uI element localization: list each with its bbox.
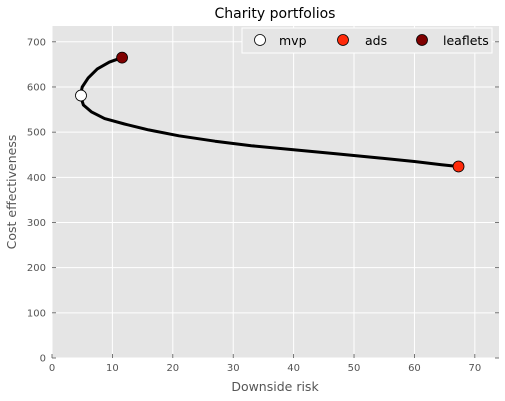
- y-axis-label: Cost effectiveness: [4, 135, 19, 250]
- y-tick-label: 500: [27, 128, 46, 139]
- y-tick-label: 700: [27, 37, 46, 48]
- legend-box: [241, 27, 493, 54]
- x-tick-label: 60: [408, 363, 421, 374]
- point-mvp: [75, 89, 87, 102]
- x-tick-label: 30: [227, 363, 240, 374]
- x-tick-label: 20: [166, 363, 179, 374]
- x-tick-label: 70: [468, 363, 481, 374]
- frontier-series: [78, 56, 460, 168]
- y-tick-label: 400: [27, 173, 46, 184]
- legend-label-ads: ads: [365, 33, 387, 48]
- x-tick-label: 0: [49, 363, 55, 374]
- x-tick-label: 40: [287, 363, 300, 374]
- point-leaflets: [116, 51, 128, 64]
- y-tick-label: 0: [40, 354, 46, 365]
- portfolio-points: [75, 51, 465, 173]
- chart-title: Charity portfolios: [215, 6, 336, 22]
- y-tick-label: 200: [27, 263, 46, 274]
- grid-lines: [51, 26, 499, 359]
- legend-marker-leaflets: [416, 34, 428, 46]
- y-tick-label: 100: [27, 308, 46, 319]
- x-tick-label: 50: [348, 363, 361, 374]
- point-ads: [452, 160, 465, 173]
- x-tick-label: 10: [106, 363, 119, 374]
- legend-marker-mvp: [254, 34, 266, 46]
- legend-label-mvp: mvp: [279, 33, 307, 48]
- plot-background: [52, 26, 499, 358]
- efficient-frontier-line: [78, 56, 460, 168]
- y-tick-label: 300: [27, 218, 46, 229]
- legend-label-leaflets: leaflets: [443, 33, 489, 48]
- legend-marker-ads: [337, 34, 349, 46]
- y-tick-label: 600: [27, 82, 46, 93]
- legend: mvp ads leaflets: [241, 27, 493, 54]
- x-axis-label: Downside risk: [231, 379, 319, 394]
